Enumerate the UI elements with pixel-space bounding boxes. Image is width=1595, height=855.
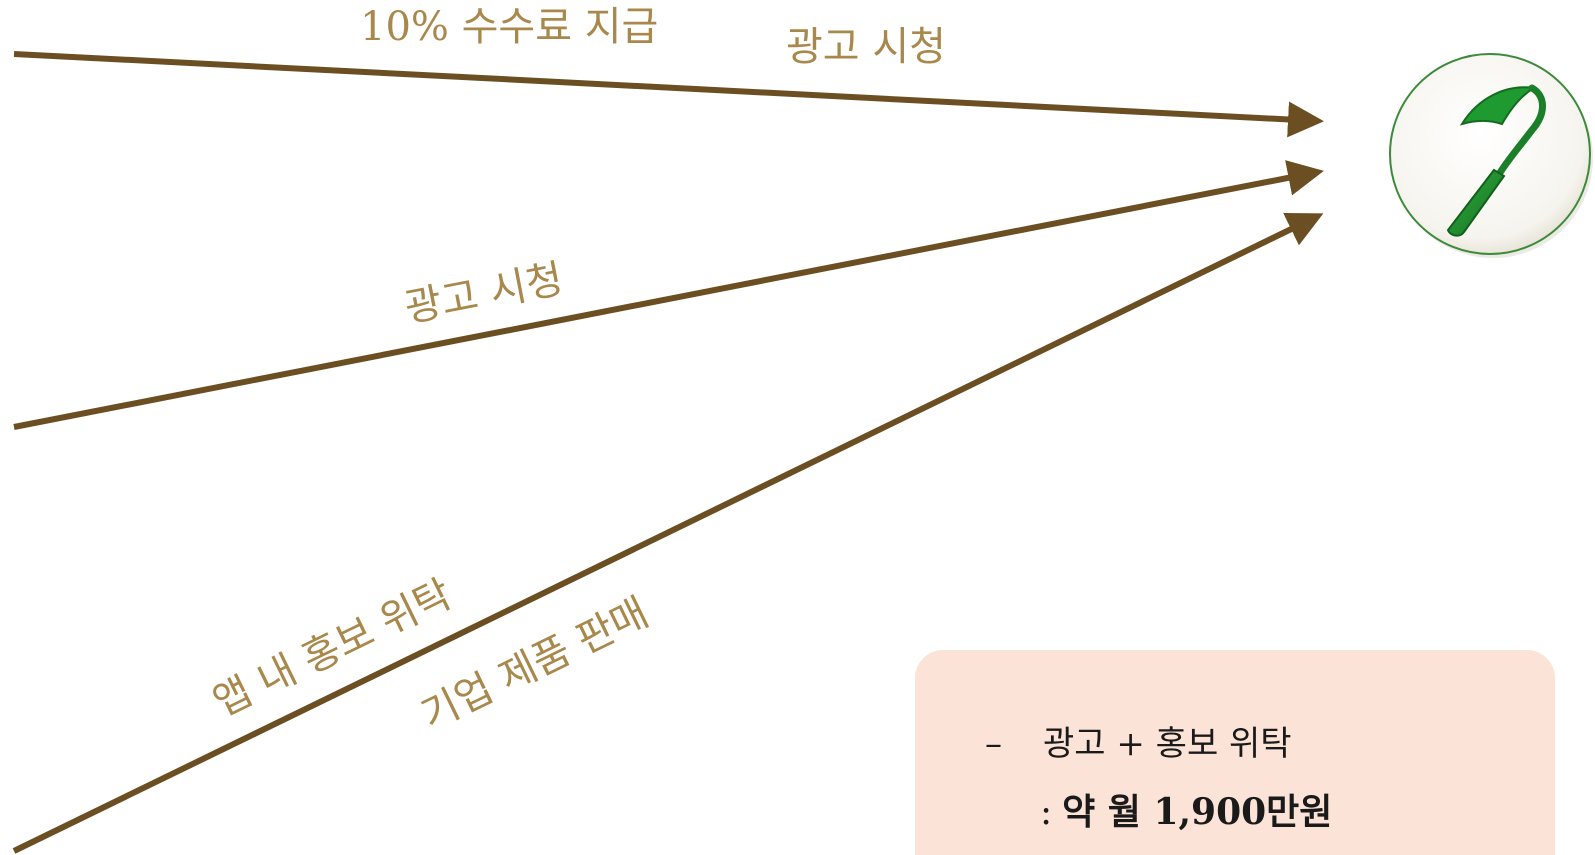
arrow-commission [13,51,1324,138]
logo-circle [1389,53,1591,255]
label-ad-view-top: 광고 시청 [786,24,946,70]
arrow-promo-sales [12,212,1324,854]
info-line-1-text: 광고 + 홍보 위탁 [1043,724,1292,764]
hoe-icon [1446,84,1546,237]
label-ad-view-middle: 광고 시청 [401,256,567,332]
arrow-ad-view [13,160,1324,430]
colon: : [1040,792,1053,833]
info-line-monthly-amount: :약 월 1,900만원 [1040,783,1332,835]
info-box [915,650,1555,855]
bullet-dash: – [985,724,1002,764]
label-commission: 10% 수수료 지급 [360,4,658,50]
info-line-ad-promo: – 광고 + 홍보 위탁 [985,716,1292,765]
monthly-amount: 약 월 1,900만원 [1062,791,1333,833]
logo [1389,53,1593,258]
